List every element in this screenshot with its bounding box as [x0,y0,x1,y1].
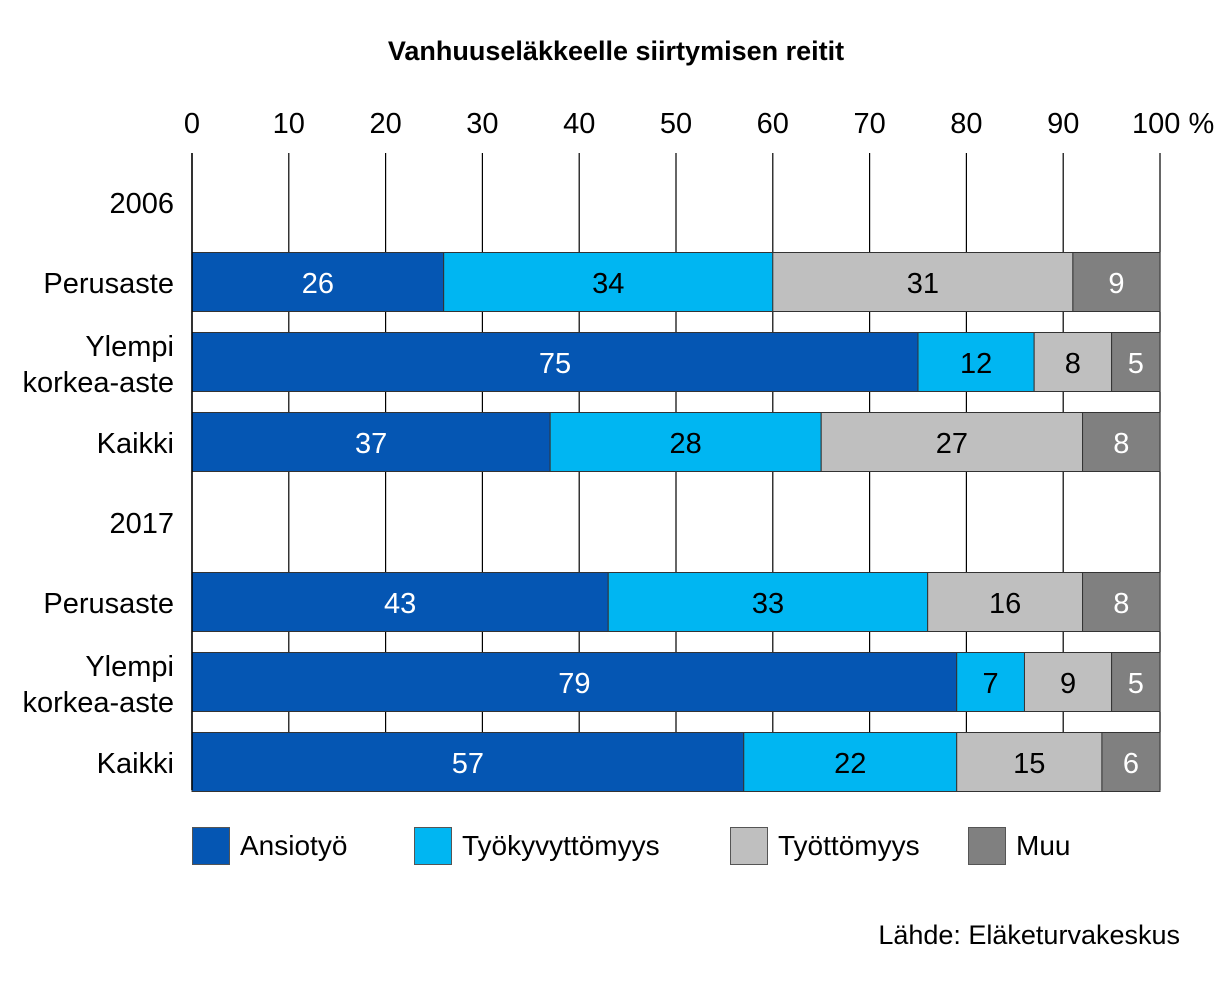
legend-swatch-muu [968,827,1006,865]
x-tick-label: 0 [184,108,200,140]
data-label: 28 [670,428,702,460]
data-label: 26 [302,268,334,300]
group-label: 2006 [109,188,174,220]
category-label: Perusaste [43,268,174,300]
data-label: 9 [1060,668,1076,700]
bar-segment [443,252,774,312]
x-tick-label: 70 [853,108,885,140]
data-label: 9 [1108,268,1124,300]
data-label: 37 [355,428,387,460]
x-tick-label: 50 [660,108,692,140]
data-label: 7 [983,668,999,700]
data-label: 8 [1113,588,1129,620]
legend-item-tyokyvyttomyys: Työkyvyttömyys [414,826,660,866]
bar-segment [191,332,919,392]
bar-segment [549,412,822,472]
legend-swatch-ansiotyo [192,827,230,865]
x-tick-label: 90 [1047,108,1079,140]
data-label: 5 [1128,348,1144,380]
legend-item-tyottomyys: Työttömyys [730,826,920,866]
source-note: Lähde: Eläketurvakeskus [878,920,1180,950]
bar-segment [1111,652,1161,712]
data-label: 79 [558,668,590,700]
legend-swatch-tyokyvyttomyys [414,827,452,865]
bar-segment [191,412,551,472]
x-tick-label: 60 [757,108,789,140]
data-label: 31 [907,268,939,300]
category-label: Perusaste [43,588,174,620]
legend-label-ansiotyo: Ansiotyö [240,830,348,861]
group-label: 2017 [109,508,174,540]
data-label: 6 [1123,748,1139,780]
data-label: 12 [960,348,992,380]
data-label: 33 [752,588,784,620]
bar-segment [820,412,1084,472]
data-label: 8 [1065,348,1081,380]
legend-swatch-tyottomyys [730,827,768,865]
x-tick-label: 20 [369,108,401,140]
legend-item-muu: Muu [968,826,1070,866]
x-tick-label: 40 [563,108,595,140]
bar-segment [956,652,1025,712]
bar-segment [1101,732,1161,792]
bar-segment [191,652,958,712]
data-label: 22 [834,748,866,780]
category-label: korkea-aste [22,687,174,719]
bar-segment [1111,332,1161,392]
category-label: Kaikki [97,428,174,460]
data-label: 15 [1013,748,1045,780]
data-label: 43 [384,588,416,620]
category-label: Ylempi [85,651,174,683]
bar-segment [927,572,1084,632]
bar-segment [1082,412,1161,472]
data-label: 16 [989,588,1021,620]
chart-title: Vanhuuseläkkeelle siirtymisen reitit [387,36,845,66]
data-label: 75 [539,348,571,380]
x-tick-label: 100 % [1132,108,1214,140]
category-label: korkea-aste [22,367,174,399]
bar-segment [607,572,929,632]
legend-label-muu: Muu [1016,830,1071,861]
bar-segment [1082,572,1161,632]
data-label: 27 [936,428,968,460]
legend-item-ansiotyo: Ansiotyö [192,826,347,866]
x-tick-label: 80 [950,108,982,140]
data-label: 34 [592,268,624,300]
x-tick-label: 30 [466,108,498,140]
bar-segment [191,252,445,312]
category-label: Ylempi [85,331,174,363]
bar-segment [1023,652,1113,712]
bar-segment [1072,252,1161,312]
bar-segment [1033,332,1113,392]
bar-segment [743,732,958,792]
data-label: 57 [452,748,484,780]
bar-segment [917,332,1035,392]
legend-label-tyottomyys: Työttömyys [778,830,920,861]
data-label: 8 [1113,428,1129,460]
x-tick-label: 10 [273,108,305,140]
bar-segment [956,732,1103,792]
bar-segment [191,572,609,632]
legend-label-tyokyvyttomyys: Työkyvyttömyys [462,830,660,861]
bar-segment [772,252,1074,312]
category-label: Kaikki [97,748,174,780]
data-label: 5 [1128,668,1144,700]
